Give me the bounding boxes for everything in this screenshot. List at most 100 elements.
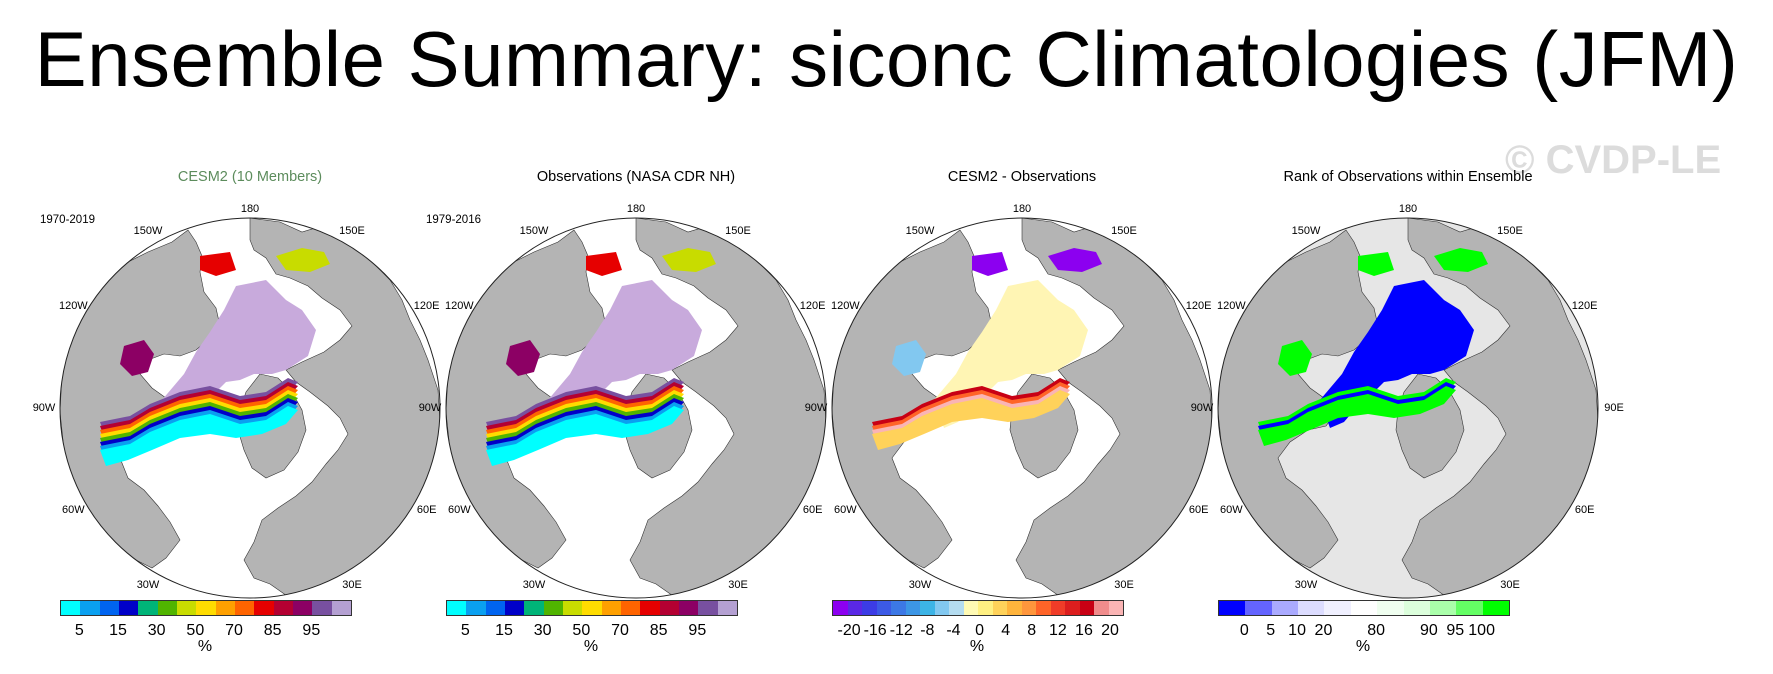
colorbar-tick-label: 80: [1367, 622, 1386, 639]
colorbar-ticks: -20 -16 -12 -8 -4 0 4 8 12 16 20: [812, 622, 1232, 642]
colorbar-swatch: [1482, 600, 1510, 616]
longitude-label: 150W: [133, 225, 163, 238]
colorbar-tick-label: 20: [1314, 622, 1333, 639]
ice-edge-band: [1258, 386, 1456, 446]
colorbar-swatch: [1429, 600, 1457, 616]
longitude-label: 90W: [32, 402, 56, 414]
ice-edge-band: [486, 406, 684, 466]
colorbar-tick-label: 5: [74, 622, 84, 639]
colorbar-swatch: [1108, 600, 1124, 616]
map-panel-cesm2: CESM2 (10 Members) 1970-2019 180 150E 120E 90…: [33, 160, 466, 660]
longitude-label: 120W: [58, 300, 88, 312]
colorbar-swatch: [1094, 600, 1109, 616]
colorbar-swatch: [949, 600, 964, 616]
colorbar-swatch: [1007, 600, 1022, 616]
colorbar-swatch: [446, 600, 467, 616]
okhotsk-ice: [276, 248, 330, 272]
colorbar-swatch: [485, 600, 505, 616]
hudson-bay-ice: [506, 340, 540, 376]
colorbar-unit: %: [583, 638, 599, 655]
longitude-label: 30E: [728, 578, 748, 591]
period-label: 1970-2019: [40, 214, 95, 226]
longitude-label: 180: [240, 203, 260, 215]
colorbar-swatch: [717, 600, 738, 616]
colorbar-tick-label: 12: [1048, 622, 1067, 639]
colorbar-swatch: [978, 600, 993, 616]
colorbar-swatch: [1245, 600, 1272, 616]
colorbar-swatch: [234, 600, 255, 616]
colorbar-swatch: [99, 600, 119, 616]
colorbar-swatch: [891, 600, 906, 616]
polar-map: [831, 217, 1213, 599]
polar-map: [59, 217, 441, 599]
longitude-label: 30E: [342, 578, 362, 591]
colorbar-tick-label: 10: [1288, 622, 1306, 639]
colorbar-swatch: [196, 600, 216, 616]
bering-ice: [200, 252, 236, 276]
colorbar-tick-label: 8: [1027, 622, 1037, 639]
colorbar-ticks: 5 15 30 50 70 85 95: [40, 622, 460, 642]
colorbar-swatch: [118, 600, 139, 616]
colorbar-tick-label: 0: [1239, 622, 1249, 639]
longitude-label: 60W: [1220, 504, 1243, 516]
colorbar-swatch: [920, 600, 935, 616]
longitude-label: 30W: [136, 578, 160, 591]
panel-title: Rank of Observations within Ensemble: [1283, 169, 1533, 185]
colorbar-swatch: [543, 600, 563, 616]
colorbar: [832, 600, 1124, 616]
land-mass: [1015, 218, 1212, 598]
colorbar-tick-label: 4: [1001, 622, 1011, 639]
longitude-label: 30E: [1114, 578, 1134, 591]
longitude-label: 60E: [1574, 504, 1595, 516]
colorbar-swatch: [698, 600, 718, 616]
colorbar-tick-label: 70: [611, 622, 629, 639]
colorbar-swatch: [504, 600, 525, 616]
land-mass: [629, 218, 826, 598]
longitude-label: 30E: [1500, 578, 1520, 591]
colorbar-swatch: [1021, 600, 1036, 616]
colorbar-ticks: 5 15 30 50 70 85 95: [426, 622, 846, 642]
longitude-label: 60E: [802, 504, 823, 516]
longitude-label: 150E: [339, 225, 365, 238]
map-border: [59, 217, 441, 599]
longitude-label: 150E: [1497, 225, 1523, 238]
map-panel-obs: Observations (NASA CDR NH) 1979-2016 180 15…: [419, 160, 852, 660]
colorbar-swatch: [1065, 600, 1080, 616]
longitude-label: 120E: [1571, 300, 1598, 312]
colorbar-swatch: [1218, 600, 1246, 616]
colorbar-swatch: [678, 600, 699, 616]
ice-edge-band: [872, 390, 1070, 450]
colorbar-tick-label: 100: [1468, 622, 1495, 639]
colorbar-swatch: [1350, 600, 1378, 616]
longitude-label: 30W: [1294, 578, 1318, 591]
longitude-label: 150E: [725, 225, 751, 238]
colorbar-tick-label: 70: [225, 622, 243, 639]
colorbar: [446, 600, 738, 616]
colorbar-swatch: [832, 600, 848, 616]
colorbar-swatch: [1456, 600, 1483, 616]
colorbar-tick-label: 95: [688, 622, 707, 639]
colorbar-swatch: [176, 600, 197, 616]
colorbar-swatch: [466, 600, 486, 616]
hudson-bay-ice: [1278, 340, 1312, 376]
longitude-label: 90W: [418, 402, 442, 414]
colorbar-swatch: [1271, 600, 1299, 616]
colorbar-swatch: [292, 600, 313, 616]
colorbar-swatch: [80, 600, 100, 616]
longitude-label: 30W: [522, 578, 546, 591]
land-mass: [1401, 218, 1598, 598]
colorbar: [60, 600, 352, 616]
colorbar-tick-label: 95: [302, 622, 321, 639]
polar-map: [445, 217, 827, 599]
longitude-label: 150W: [519, 225, 549, 238]
colorbar-ticks: 0 5 10 20 80 90 95 100: [1198, 622, 1618, 642]
longitude-label: 90W: [804, 402, 828, 414]
colorbar-swatch: [963, 600, 978, 616]
period-label: 1979-2016: [426, 214, 481, 226]
page-title: Ensemble Summary: siconc Climatologies (…: [34, 15, 1739, 103]
colorbar-swatch: [1403, 600, 1430, 616]
colorbar-tick-label: 30: [533, 622, 552, 639]
colorbar-swatch: [1298, 600, 1325, 616]
colorbar-swatch: [905, 600, 920, 616]
colorbar-tick-label: 95: [1446, 622, 1465, 639]
